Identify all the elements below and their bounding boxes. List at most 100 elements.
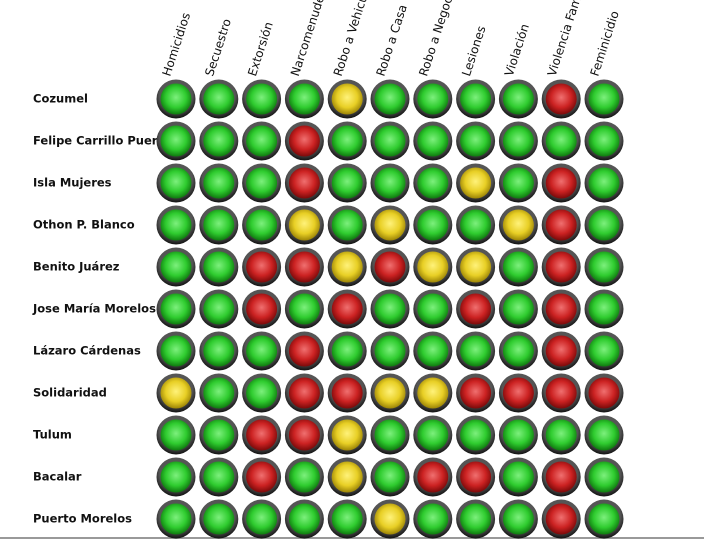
row-label: Puerto Morelos: [33, 512, 132, 526]
status-light: [460, 83, 492, 115]
status-light: [288, 251, 320, 283]
status-light: [288, 377, 320, 409]
status-light: [545, 251, 577, 283]
status-light: [160, 335, 192, 367]
status-light: [417, 503, 449, 535]
status-light: [417, 335, 449, 367]
column-header: Homicidios: [160, 11, 194, 78]
status-light: [460, 335, 492, 367]
status-light: [288, 125, 320, 157]
status-light: [588, 251, 620, 283]
status-light: [588, 125, 620, 157]
status-light: [417, 377, 449, 409]
status-light: [246, 125, 278, 157]
status-light: [588, 377, 620, 409]
row-label: Bacalar: [33, 470, 82, 484]
status-light: [588, 461, 620, 493]
status-light: [246, 461, 278, 493]
status-light: [460, 461, 492, 493]
status-light: [331, 335, 363, 367]
status-light: [288, 167, 320, 199]
status-light: [288, 209, 320, 241]
column-header: Secuestro: [202, 17, 234, 78]
status-light: [417, 83, 449, 115]
status-light: [331, 83, 363, 115]
status-light: [374, 419, 406, 451]
status-light: [160, 83, 192, 115]
status-light: [502, 377, 534, 409]
status-light: [288, 293, 320, 325]
status-light: [246, 419, 278, 451]
status-light: [545, 503, 577, 535]
status-light: [374, 83, 406, 115]
status-light: [588, 167, 620, 199]
status-light: [331, 293, 363, 325]
status-light: [160, 125, 192, 157]
status-light: [374, 251, 406, 283]
status-light: [502, 125, 534, 157]
status-light: [288, 83, 320, 115]
status-light: [331, 167, 363, 199]
status-light: [374, 125, 406, 157]
status-light: [160, 461, 192, 493]
status-light: [502, 167, 534, 199]
status-light: [545, 167, 577, 199]
status-light: [331, 461, 363, 493]
status-light: [417, 251, 449, 283]
status-light: [160, 503, 192, 535]
status-light: [588, 293, 620, 325]
status-light: [460, 125, 492, 157]
status-light: [460, 167, 492, 199]
status-light: [160, 209, 192, 241]
column-header: Lesiones: [459, 24, 488, 78]
status-light: [545, 461, 577, 493]
status-light: [331, 419, 363, 451]
status-light: [460, 209, 492, 241]
status-light: [160, 419, 192, 451]
status-light: [374, 377, 406, 409]
status-light: [246, 293, 278, 325]
status-light: [588, 419, 620, 451]
status-light: [502, 209, 534, 241]
column-header: Robo a Casa: [374, 3, 410, 78]
status-light: [246, 209, 278, 241]
row-label: Solidaridad: [33, 386, 107, 400]
status-light: [588, 335, 620, 367]
status-light: [203, 503, 235, 535]
status-light: [545, 293, 577, 325]
row-label: Felipe Carrillo Puerto: [33, 134, 171, 148]
status-light: [374, 167, 406, 199]
status-light: [545, 125, 577, 157]
status-light: [417, 293, 449, 325]
status-light: [374, 503, 406, 535]
status-light: [331, 209, 363, 241]
status-light: [246, 83, 278, 115]
status-light: [417, 209, 449, 241]
status-light: [374, 461, 406, 493]
status-light: [588, 83, 620, 115]
row-label: Othon P. Blanco: [33, 218, 135, 232]
status-light: [545, 419, 577, 451]
row-label: Isla Mujeres: [33, 176, 112, 190]
status-light: [417, 461, 449, 493]
column-header: Robo a Negoci: [416, 0, 456, 78]
status-light: [460, 419, 492, 451]
status-light: [460, 293, 492, 325]
status-light: [502, 293, 534, 325]
status-light: [588, 503, 620, 535]
status-light: [203, 251, 235, 283]
column-header: Feminicidio: [588, 9, 622, 78]
status-light: [331, 503, 363, 535]
status-light: [288, 503, 320, 535]
status-light: [545, 335, 577, 367]
status-light: [545, 377, 577, 409]
status-light: [502, 335, 534, 367]
status-light: [288, 419, 320, 451]
status-light: [288, 461, 320, 493]
row-label: Cozumel: [33, 92, 88, 106]
status-light: [331, 125, 363, 157]
status-light: [502, 503, 534, 535]
status-light: [331, 377, 363, 409]
status-light: [160, 167, 192, 199]
